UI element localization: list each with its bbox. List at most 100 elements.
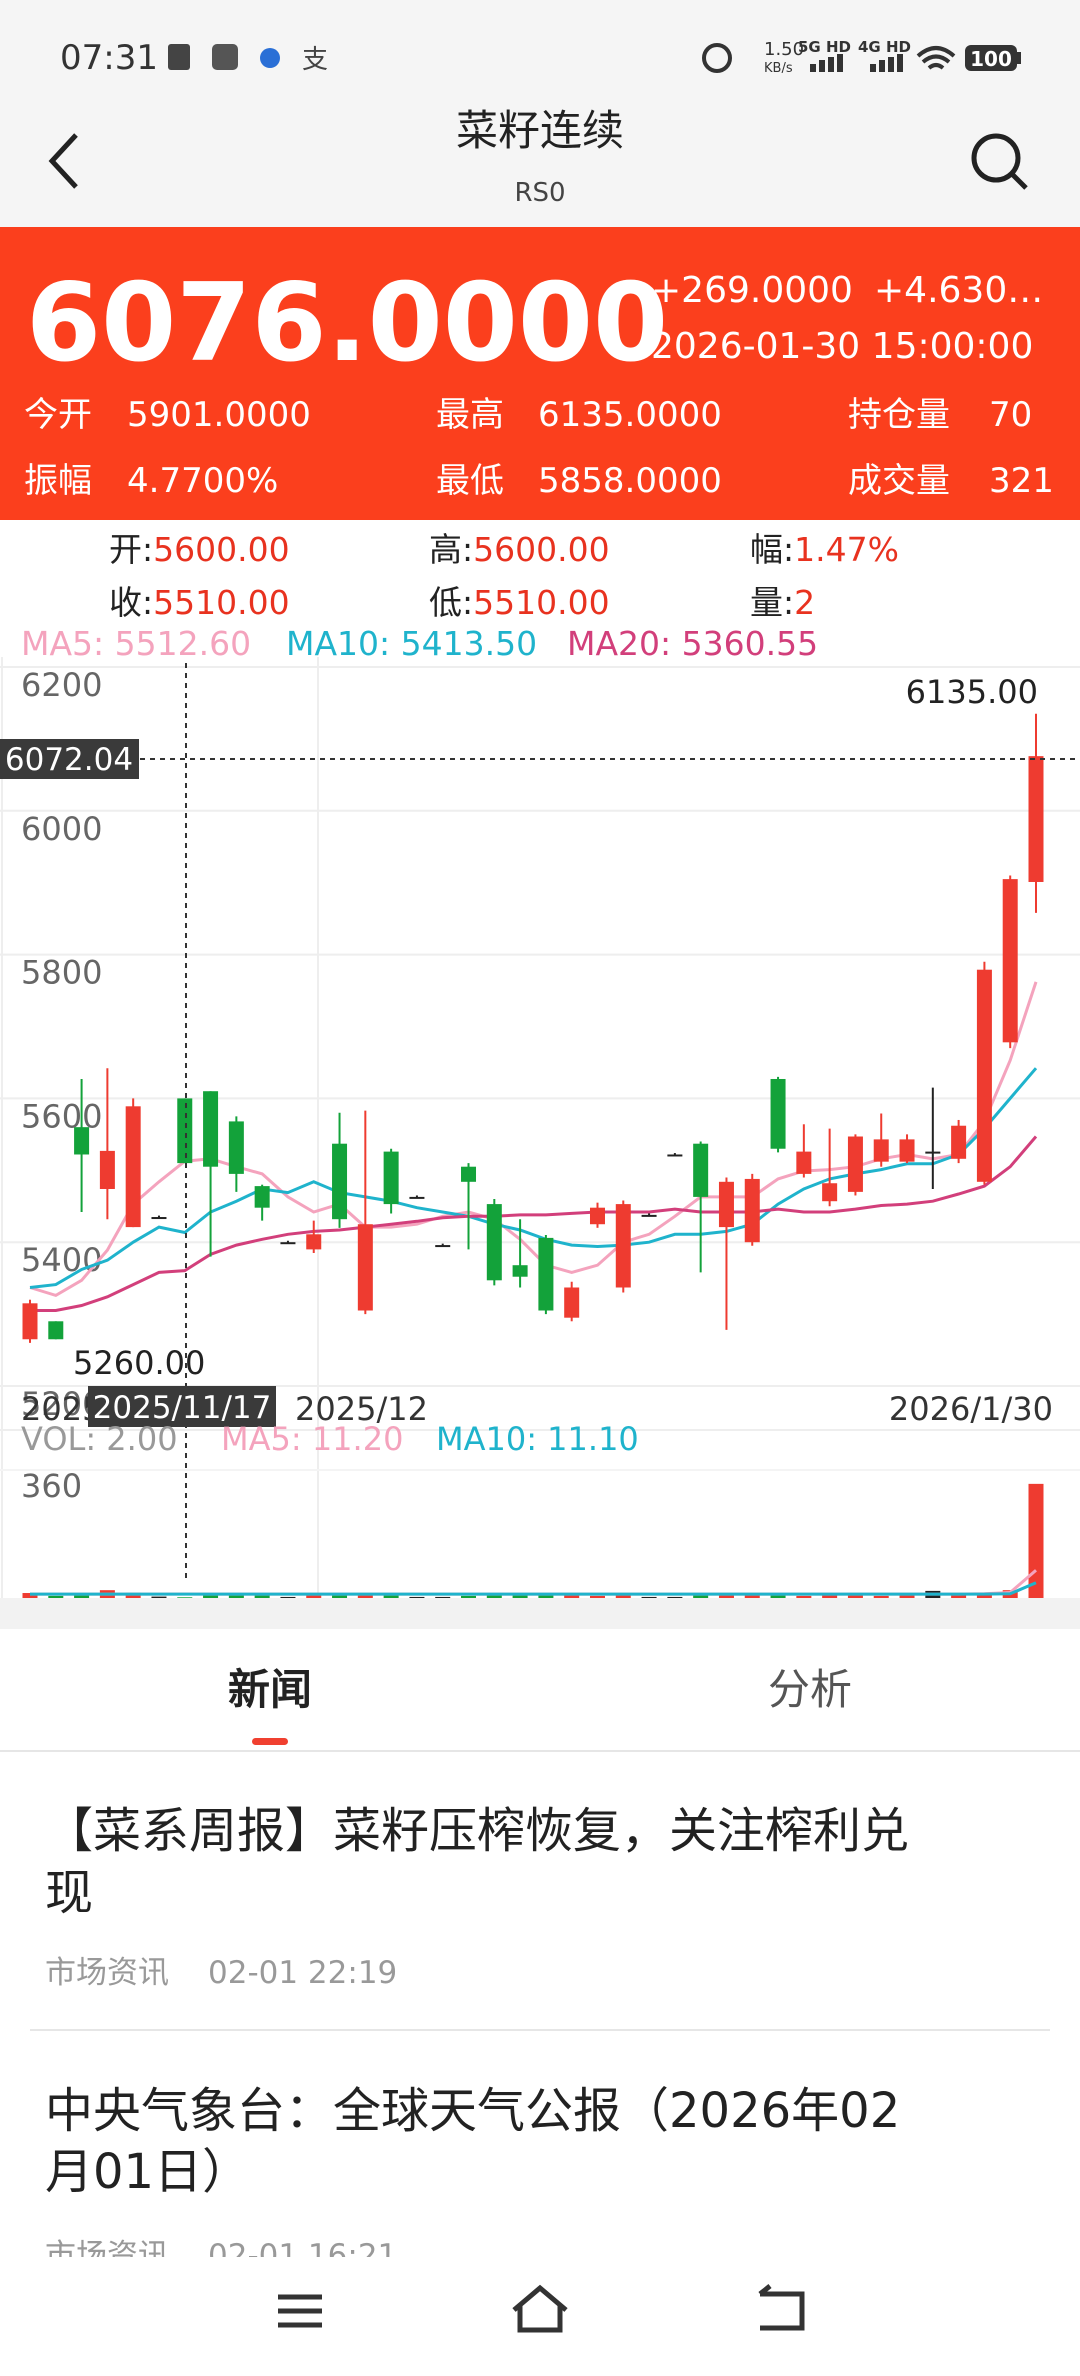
candle-body	[280, 1242, 296, 1245]
vol-legend: MA5: 11.20	[221, 1420, 403, 1458]
nav-back[interactable]	[758, 2284, 805, 2331]
info-value: 1.47%	[794, 530, 899, 569]
info-label: 高:	[429, 530, 473, 569]
candle-body	[48, 1321, 64, 1340]
info-label: 低:	[429, 583, 473, 622]
volume-bar	[74, 1593, 90, 1598]
volume-bar	[280, 1596, 296, 1598]
low-label: 5260.00	[73, 1344, 205, 1382]
tab-news[interactable]: 新闻	[228, 1665, 312, 1714]
volume-bar	[332, 1594, 348, 1598]
nav-menu[interactable]	[278, 2294, 322, 2328]
candle-body	[899, 1139, 915, 1162]
news-item[interactable]: 中央气象台：全球天气公报（2026年02 月01日） 市场资讯 02-01 16…	[45, 2083, 900, 2274]
candle-body	[744, 1178, 760, 1243]
crosshair-date: 2025/11/17	[93, 1390, 272, 1426]
stat-value: 4.7700%	[127, 461, 278, 501]
volume-bar	[228, 1593, 244, 1598]
vol-legend: MA10: 11.10	[436, 1420, 639, 1458]
volume-bar	[203, 1594, 219, 1598]
volume-bar	[744, 1593, 760, 1598]
ma-legend: MA20: 5360.55	[567, 624, 818, 663]
volume-bar	[641, 1596, 657, 1598]
volume-bar	[512, 1593, 528, 1598]
search-button[interactable]	[971, 133, 1028, 190]
stat-value: 5858.0000	[538, 461, 722, 501]
news-title: 【菜系周报】菜籽压榨恢复，关注榨利兑	[45, 1803, 909, 1859]
candle-body	[435, 1245, 451, 1248]
info-item: 高:5600.00	[429, 530, 610, 569]
candle-body	[718, 1181, 734, 1228]
ma-legend: MA10: 5413.50	[286, 624, 537, 663]
candle-body	[151, 1217, 167, 1220]
volume-bar	[693, 1594, 709, 1598]
price-change-pct: +4.630…	[874, 270, 1043, 311]
crosshair-price-box	[0, 739, 139, 780]
x-tick-label: 2026/1/30	[889, 1390, 1053, 1428]
info-label: 量:	[750, 583, 794, 622]
sim1: 5G HD	[798, 38, 851, 56]
candle-body	[976, 969, 992, 1182]
signal-bars	[810, 54, 843, 72]
info-item: 幅:1.47%	[750, 530, 899, 569]
news-source: 市场资讯	[45, 1955, 169, 1991]
news-title: 现	[45, 1865, 93, 1921]
info-value: 2	[794, 583, 815, 622]
info-value: 5510.00	[153, 583, 289, 622]
info-value: 5510.00	[473, 583, 609, 622]
candle-body	[1028, 756, 1044, 882]
news-title: 月01日）	[45, 2144, 250, 2200]
volume-bar	[435, 1596, 451, 1598]
ma-line	[29, 981, 1038, 1298]
stat-value: 5901.0000	[127, 395, 311, 435]
crosshair-info: 开:5600.00 高:5600.00 幅:1.47%收:5510.00 低:5510…	[109, 530, 899, 622]
volume-bar	[306, 1594, 322, 1598]
news-time: 02-01 22:19	[208, 1955, 397, 1991]
candle-body	[847, 1136, 863, 1192]
header-bg	[0, 0, 1080, 227]
stat-label: 振幅	[24, 461, 92, 501]
battery	[965, 45, 1017, 71]
news-item[interactable]: 【菜系周报】菜籽压榨恢复，关注榨利兑 现 市场资讯 02-01 22:19	[45, 1803, 909, 1991]
info-label: 开:	[109, 530, 153, 569]
gap	[0, 1598, 1080, 1629]
status-icon	[212, 44, 238, 70]
candle-body	[306, 1234, 322, 1250]
status-icon	[260, 48, 280, 68]
ma-line	[30, 1135, 1038, 1312]
candle-body	[228, 1121, 244, 1174]
candle-body	[99, 1150, 115, 1189]
volume-bar	[951, 1594, 967, 1598]
candle-body	[589, 1207, 605, 1225]
stat-value: 6135.0000	[538, 395, 722, 435]
volume-bar	[667, 1596, 683, 1598]
volume-bar	[1028, 1483, 1044, 1598]
volume-bar	[254, 1595, 270, 1598]
stat-value: 70	[989, 395, 1032, 435]
signal-bars	[870, 54, 903, 72]
tab-analysis[interactable]: 分析	[768, 1665, 852, 1714]
volume-bar	[357, 1593, 373, 1598]
nav-home[interactable]	[512, 2284, 568, 2333]
vol-ma-line	[30, 1569, 1037, 1596]
news-title: 中央气象台：全球天气公报（2026年02	[45, 2083, 900, 2139]
candle-body	[22, 1303, 38, 1340]
y-tick-label: 6200	[21, 666, 102, 704]
nav-bar	[0, 2257, 1080, 2376]
page-subtitle: RS0	[514, 178, 565, 208]
volume-bar	[48, 1595, 64, 1598]
vol-legend: VOL: 2.00	[21, 1420, 178, 1458]
back-button[interactable]	[48, 133, 78, 189]
y-tick-label: 6000	[21, 810, 102, 848]
volume-bar	[177, 1597, 193, 1598]
candle-body	[925, 1151, 941, 1154]
battery-tip	[1017, 52, 1021, 64]
info-item: 收:5510.00	[109, 583, 290, 622]
info-item: 低:5510.00	[429, 583, 610, 622]
vol-tick-label: 360	[21, 1467, 82, 1505]
candle-body	[332, 1143, 348, 1220]
last-price: 6076.0000	[26, 261, 668, 386]
alarm-icon	[702, 43, 732, 73]
candle-body	[203, 1091, 219, 1167]
